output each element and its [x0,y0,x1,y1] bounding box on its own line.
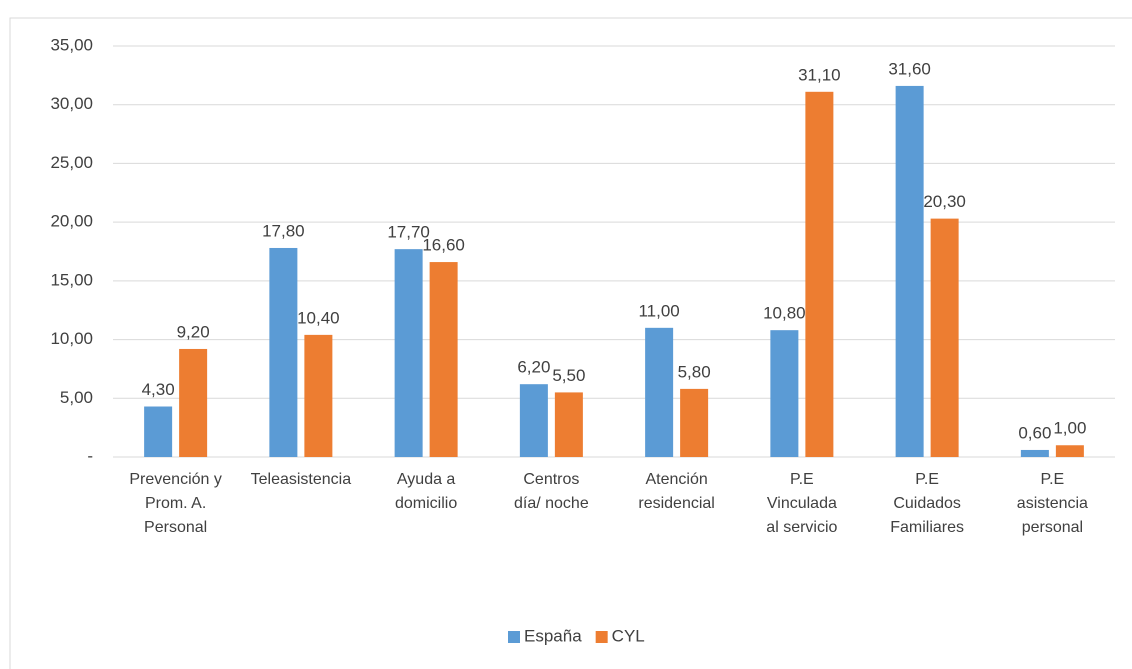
y-tick-label: 15,00 [50,270,93,289]
data-label: 17,80 [262,221,305,240]
bar [1055,445,1084,457]
data-label: 31,10 [798,65,841,84]
data-label: 17,70 [387,223,430,242]
bar [930,218,959,457]
legend-swatch [508,631,520,643]
bar [429,262,458,457]
data-label: 5,50 [552,366,585,385]
y-tick-label: 25,00 [50,153,93,172]
bar [770,330,799,457]
legend-label: España [524,626,582,645]
chart-border [9,17,1132,669]
bar [895,85,924,457]
bar [144,406,173,457]
data-label: 31,60 [888,59,931,78]
bar [554,392,583,457]
y-tick-label: - [87,446,93,465]
data-label: 20,30 [923,192,966,211]
bar [269,247,298,457]
y-tick-label: 5,00 [60,388,93,407]
x-tick-label: Centros día/ noche [514,471,589,512]
x-tick-label: Ayuda a domicilio [395,471,458,512]
data-label: 10,80 [763,304,806,323]
bar [680,388,709,457]
legend-swatch [595,631,608,643]
bar [519,384,548,457]
bar [179,348,208,457]
x-tick-label: P.E Cuidados Familiares [890,471,965,536]
y-tick-label: 35,00 [50,35,93,54]
data-label: 5,80 [678,362,711,381]
bar [304,334,333,457]
x-tick-label: Prevención y Prom. A. Personal [129,471,222,536]
x-tick-label: P.E asistencia personal [1016,471,1088,536]
data-label: 10,40 [297,308,340,327]
data-label: 4,30 [142,380,175,399]
y-tick-label: 30,00 [50,94,93,113]
x-tick-label: P.E Vinculada al servicio [766,471,838,536]
data-label: 9,20 [177,322,210,341]
data-label: 6,20 [517,358,550,377]
bar [805,91,834,457]
bar [394,249,423,457]
data-label: 11,00 [638,301,679,320]
bar [645,327,674,457]
bar [1020,449,1049,457]
y-tick-label: 10,00 [50,329,93,348]
data-label: 16,60 [422,236,465,255]
x-tick-label: Teleasistencia [250,471,352,488]
x-tick-label: Atención residencial [638,471,715,512]
legend-label: CYL [612,626,645,645]
y-tick-label: 20,00 [50,212,93,231]
data-label: 0,60 [1018,423,1051,442]
data-label: 1,00 [1053,419,1086,438]
